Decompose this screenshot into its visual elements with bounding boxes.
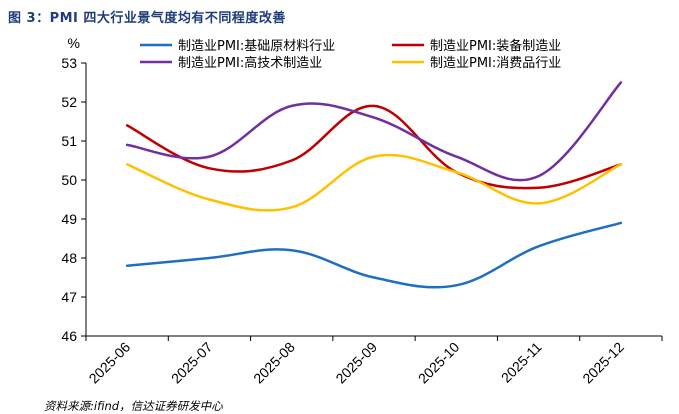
- source-note: 资料来源:ifind，信达证券研发中心: [44, 399, 223, 413]
- series-line-4: [125, 153, 623, 212]
- legend-label: 制造业PMI:消费品行业: [430, 56, 561, 71]
- series-line-3: [125, 81, 623, 182]
- series-line-2: [125, 104, 623, 190]
- y-tick-label: 52: [61, 94, 77, 110]
- legend-label: 制造业PMI:高技术制造业: [178, 55, 322, 71]
- y-tick-label: 46: [61, 328, 77, 344]
- series-line-1: [125, 221, 623, 289]
- x-tick-label: 2025-11: [498, 339, 545, 386]
- y-tick-label: 48: [61, 250, 77, 266]
- legend-label: 制造业PMI:装备制造业: [430, 38, 561, 54]
- figure-title: 图 3：PMI 四大行业景气度均有不同程度改善: [8, 11, 286, 26]
- x-tick-label: 2025-09: [332, 339, 380, 387]
- x-tick-label: 2025-12: [579, 339, 627, 387]
- x-tick-label: 2025-06: [86, 339, 134, 387]
- legend-label: 制造业PMI:基础原材料行业: [178, 39, 335, 54]
- y-tick-label: 47: [61, 289, 77, 305]
- y-tick-label: 50: [61, 172, 77, 188]
- y-axis-unit: %: [68, 35, 80, 51]
- x-tick-label: 2025-07: [168, 339, 216, 387]
- chart-axes: % 46 47 48 49 50 51 52 53 2025-06 2025-07 2025-08 20…: [61, 35, 663, 387]
- y-tick-label: 49: [61, 211, 77, 227]
- y-tick-label: 53: [61, 55, 77, 71]
- x-tick-label: 2025-08: [250, 339, 298, 387]
- x-tick-label: 2025-10: [415, 339, 463, 387]
- y-tick-label: 51: [61, 133, 77, 149]
- chart-series: [125, 81, 623, 289]
